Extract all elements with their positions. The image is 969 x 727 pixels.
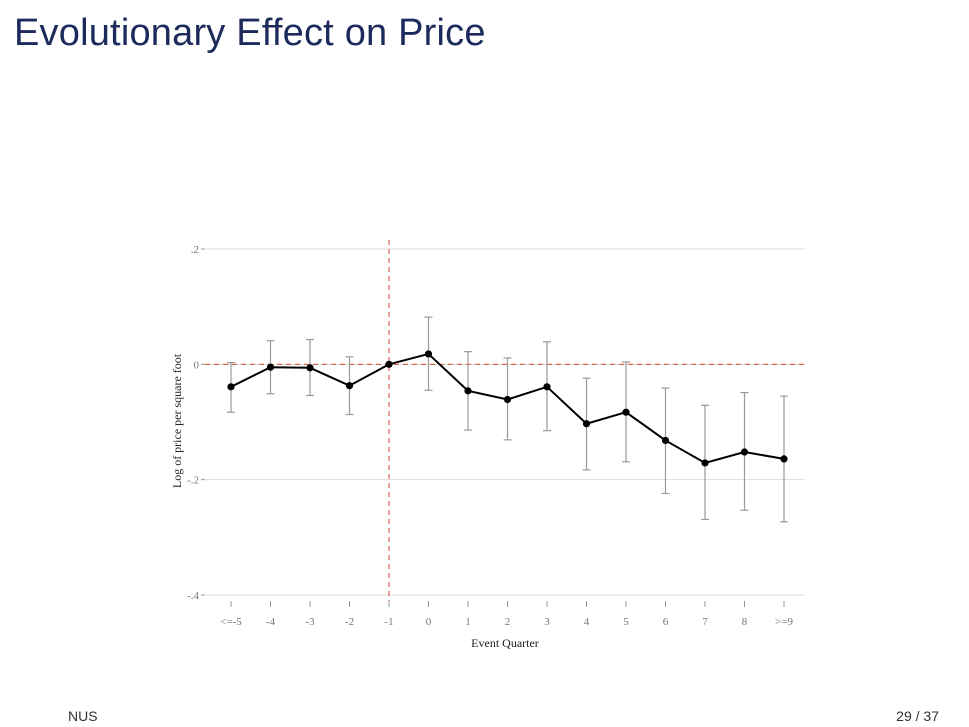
x-tick-label: 3	[544, 616, 550, 628]
y-axis-title: Log of price per square foot	[170, 353, 184, 488]
data-points	[227, 350, 788, 467]
data-point	[740, 448, 749, 456]
x-tick-label: 1	[465, 616, 471, 628]
data-point	[227, 383, 235, 391]
x-tick-label: 2	[505, 616, 511, 628]
data-point	[385, 360, 393, 368]
x-tick-label: 5	[623, 616, 629, 628]
x-tick-labels: <=-5 -4 -3 -2 -1 0 1 2 3 4 5 6 7 8 >=9	[220, 601, 793, 628]
x-tick-label: -1	[384, 616, 393, 628]
slide-title: Evolutionary Effect on Price	[14, 12, 486, 54]
data-point	[345, 382, 354, 390]
x-tick-label: 0	[426, 616, 432, 628]
data-point	[503, 395, 512, 404]
y-tick-label: -.2	[187, 475, 199, 487]
data-point	[701, 459, 709, 467]
data-point	[582, 420, 591, 428]
data-point	[424, 350, 433, 358]
y-tick-label: 0	[194, 359, 200, 371]
data-point	[306, 364, 314, 372]
data-point	[622, 408, 630, 416]
confidence-intervals	[227, 316, 788, 523]
x-tick-label: 4	[584, 616, 590, 628]
reference-lines	[205, 240, 805, 605]
data-point	[464, 387, 472, 395]
x-tick-label: -3	[305, 616, 315, 628]
y-tick-labels: .2 0 -.2 -.4	[187, 244, 199, 602]
x-tick-label: 8	[742, 616, 748, 628]
y-tick-label: -.4	[187, 590, 199, 602]
x-tick-label: -2	[345, 616, 354, 628]
x-tick-label: 7	[702, 616, 708, 628]
y-tick-label: .2	[191, 244, 199, 256]
x-axis-title: Event Quarter	[471, 636, 539, 650]
data-point	[543, 383, 551, 391]
data-point	[780, 455, 788, 463]
data-point	[266, 363, 275, 371]
x-tick-label: -4	[266, 616, 276, 628]
x-tick-label: 6	[663, 616, 669, 628]
x-tick-label: >=9	[775, 616, 793, 628]
x-tick-label: <=-5	[220, 616, 242, 628]
page-number: 29 / 37	[896, 708, 939, 724]
data-point	[661, 436, 670, 445]
footer-institution: NUS	[68, 708, 98, 724]
gridlines	[201, 248, 805, 596]
